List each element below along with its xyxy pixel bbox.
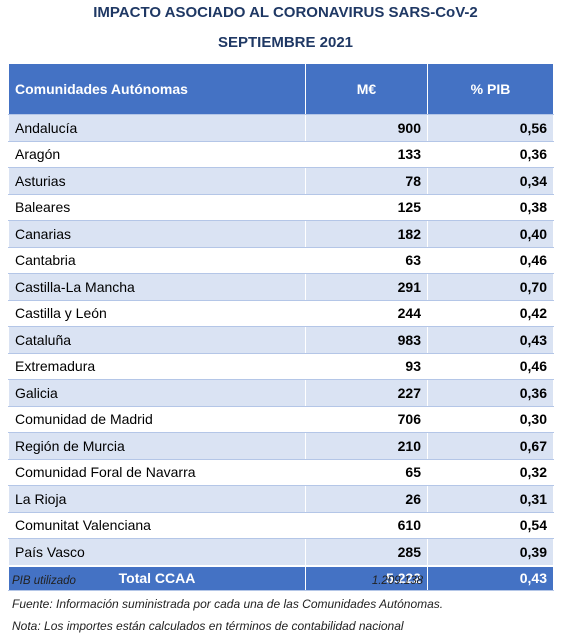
region-name: Baleares	[8, 194, 306, 221]
cell-value: 0,67	[427, 432, 554, 460]
region-name: Comunidad de Madrid	[8, 406, 306, 433]
cell-value: 0,36	[427, 379, 554, 407]
table-row: Comunidad de Madrid 706 0,30	[8, 406, 554, 433]
cell-value: 0,54	[427, 512, 554, 539]
cell-value: 0,34	[427, 167, 554, 195]
cell-value: 0,43	[427, 326, 554, 354]
table-body: Andalucía 900 0,56 Aragón 133 0,36 Asturias 78 0…	[8, 114, 554, 591]
region-name: Extremadura	[8, 353, 306, 380]
source-note: Fuente: Información suministrada por cad…	[12, 597, 444, 611]
region-name: Región de Murcia	[8, 432, 306, 460]
cell-value: 0,46	[427, 353, 554, 380]
total-label: Total CCAA	[8, 564, 306, 591]
cell-value: 706	[305, 406, 428, 433]
cell-value: 983	[305, 326, 428, 354]
cell-value: 182	[305, 220, 428, 248]
header-row: Comunidades Autónomas M€% PIB	[8, 64, 554, 115]
table-row: Asturias 78 0,34	[8, 167, 554, 195]
cell-value: 65	[305, 459, 428, 486]
table-row: Región de Murcia 210 0,67	[8, 432, 554, 460]
cell-value: 0,70	[427, 273, 554, 301]
cell-value: 227	[305, 379, 428, 407]
cell-value: 291	[305, 273, 428, 301]
table-row: Castilla y León 244 0,42	[8, 300, 554, 327]
region-name: Comunidad Foral de Navarra	[8, 459, 306, 486]
subtitle: SEPTIEMBRE 2021	[217, 34, 354, 51]
region-name: Andalucía	[8, 114, 306, 142]
cell-value: 0,32	[427, 459, 554, 486]
table-row: Aragón 133 0,36	[8, 141, 554, 168]
table-row: Baleares 125 0,38	[8, 194, 554, 221]
cell-value: 0,38	[427, 194, 554, 221]
cell-value: 133	[305, 141, 428, 168]
cell-value: 610	[305, 512, 428, 539]
cell-value: 0,39	[427, 538, 554, 566]
table-row: Castilla-La Mancha 291 0,70	[8, 273, 554, 301]
table-row: Comunidad Foral de Navarra 65 0,32	[8, 459, 554, 486]
cell-value: 26	[305, 485, 428, 513]
cell-value: 78	[305, 167, 428, 195]
title: IMPACTO ASOCIADO AL CORONAVIRUS SARS-CoV…	[93, 4, 478, 21]
column-header: % PIB	[427, 64, 554, 115]
cell-value: 285	[305, 538, 428, 566]
table-row: Andalucía 900 0,56	[8, 114, 554, 142]
pib-value: 1.209.138	[371, 575, 423, 587]
region-name: Canarias	[8, 220, 306, 248]
cell-value: 0,31	[427, 485, 554, 513]
region-name: Aragón	[8, 141, 306, 168]
cell-value: 900	[305, 114, 428, 142]
cell-value: 244	[305, 300, 428, 327]
column-header: Comunidades Autónomas	[8, 64, 306, 115]
cell-value: 125	[305, 194, 428, 221]
region-name: Comunitat Valenciana	[8, 512, 306, 539]
cell-value: 0,36	[427, 141, 554, 168]
table-row: País Vasco 285 0,39	[8, 538, 554, 566]
pib-label: PIB utilizado	[12, 575, 76, 587]
cell-value: 0,42	[427, 300, 554, 327]
table-row: Galicia 227 0,36	[8, 379, 554, 407]
region-name: País Vasco	[8, 538, 306, 566]
cell-value: 210	[305, 432, 428, 460]
table-row: La Rioja 26 0,31	[8, 485, 554, 513]
region-name: Castilla-La Mancha	[8, 273, 306, 301]
cell-value: 0,46	[427, 247, 554, 274]
total-row: Total CCAA 5.222 0,43	[8, 564, 554, 591]
region-name: Galicia	[8, 379, 306, 407]
region-name: Asturias	[8, 167, 306, 195]
footnote: Nota: Los importes están calculados en t…	[12, 619, 404, 633]
table-row: Comunitat Valenciana 610 0,54	[8, 512, 554, 539]
table-row: Cataluña 983 0,43	[8, 326, 554, 354]
region-name: Cantabria	[8, 247, 306, 274]
region-name: Castilla y León	[8, 300, 306, 327]
cell-value: 0,56	[427, 114, 554, 142]
column-header: M€	[305, 64, 428, 115]
table-row: Canarias 182 0,40	[8, 220, 554, 248]
cell-value: 0,40	[427, 220, 554, 248]
region-name: Cataluña	[8, 326, 306, 354]
cell-value: 63	[305, 247, 428, 274]
table-row: Extremadura 93 0,46	[8, 353, 554, 380]
cell-value: 93	[305, 353, 428, 380]
total-value: 0,43	[427, 564, 554, 591]
data-table: Comunidades Autónomas M€% PIB Andalucía 90…	[8, 64, 554, 591]
cell-value: 0,30	[427, 406, 554, 433]
region-name: La Rioja	[8, 485, 306, 513]
table-row: Cantabria 63 0,46	[8, 247, 554, 274]
